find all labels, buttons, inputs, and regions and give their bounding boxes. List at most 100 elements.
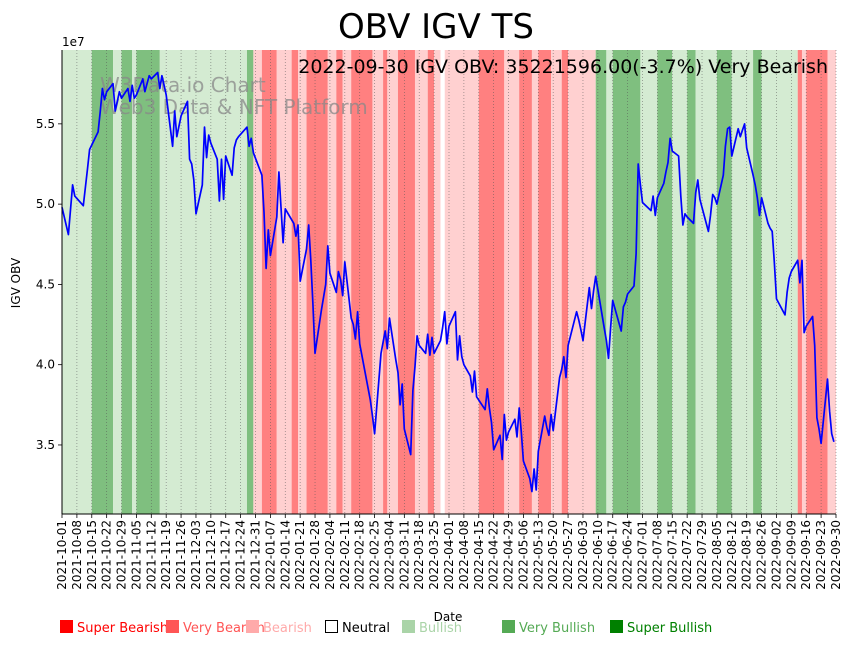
status-annotation: 2022-09-30 IGV OBV: 35221596.00(-3.7%) V… — [298, 56, 828, 78]
watermark-line1: W3Data.io Chart — [100, 73, 266, 97]
regime-band-bullish — [159, 50, 167, 514]
x-tick-label: 2022-08-12 — [725, 520, 739, 590]
regime-band-bearish — [276, 50, 292, 514]
x-tick-label: 2022-07-01 — [636, 520, 650, 590]
x-tick-label: 2021-10-22 — [100, 520, 114, 590]
regime-band-bearish — [551, 50, 562, 514]
x-tick-label: 2021-11-26 — [174, 520, 188, 590]
regime-band-bearish — [253, 50, 262, 514]
regime-band-very-bullish — [121, 50, 133, 514]
legend-item-bearish: Bearish — [246, 620, 312, 636]
x-tick-label: 2022-09-16 — [799, 520, 813, 590]
watermark: W3Data.io Chart Web3 Data & NFT Platform — [100, 73, 368, 119]
legend-item-bullish: Bullish — [402, 620, 462, 636]
legend-label: Bullish — [419, 621, 463, 636]
x-tick-label: 2022-03-18 — [412, 520, 426, 590]
y-axis-label: IGV OBV — [9, 257, 23, 308]
x-tick-label: 2022-05-20 — [546, 520, 560, 590]
x-tick-label: 2022-01-07 — [263, 520, 277, 590]
legend: Super Bearish Very Bearish Bearish Neutral B… — [60, 620, 850, 638]
y-tick-label: 5.0 — [36, 197, 55, 211]
regime-band-bullish — [672, 50, 688, 514]
x-tick-label: 2022-04-08 — [457, 520, 471, 590]
regime-band-bullish — [761, 50, 798, 514]
x-tick-label: 2022-06-17 — [606, 520, 620, 590]
x-tick-label: 2022-06-24 — [621, 520, 635, 590]
x-tick-label: 2022-02-25 — [368, 520, 382, 590]
y-scale-label: 1e7 — [62, 35, 85, 49]
x-tick-label: 2022-02-18 — [353, 520, 367, 590]
legend-label: Very Bullish — [519, 621, 596, 636]
x-tick-label: 2022-05-27 — [561, 520, 575, 590]
regime-band-very-bearish — [336, 50, 343, 514]
x-tick-label: 2022-01-21 — [293, 520, 307, 590]
x-tick-label: 2021-12-17 — [219, 520, 233, 590]
regime-band-bearish — [504, 50, 520, 514]
regime-band-very-bullish — [612, 50, 641, 514]
x-tick-label: 2022-05-13 — [531, 520, 545, 590]
x-tick-label: 2021-10-08 — [70, 520, 84, 590]
legend-swatch — [325, 620, 338, 633]
x-axis-ticks: 2021-10-01 2021-10-08 2021-10-15 2021-10-22… — [55, 514, 843, 590]
legend-item-super-bullish: Super Bullish — [610, 620, 712, 636]
x-tick-label: 2021-11-05 — [129, 520, 143, 590]
regime-band-bearish — [531, 50, 539, 514]
x-tick-label: 2022-04-15 — [472, 520, 486, 590]
regime-band-very-bearish — [383, 50, 388, 514]
regime-band-bearish — [434, 50, 441, 514]
x-tick-label: 2021-12-10 — [204, 520, 218, 590]
x-tick-label: 2022-08-26 — [755, 520, 769, 590]
x-tick-label: 2021-10-15 — [85, 520, 99, 590]
regime-bands — [62, 50, 836, 514]
regime-band-very-bearish — [806, 50, 828, 514]
x-tick-label: 2022-04-29 — [502, 520, 516, 590]
y-tick-label: 4.0 — [36, 358, 55, 372]
x-tick-label: 2022-09-02 — [769, 520, 783, 590]
x-tick-label: 2022-03-04 — [382, 520, 396, 590]
x-tick-label: 2021-10-01 — [55, 520, 69, 590]
x-tick-label: 2021-11-12 — [144, 520, 158, 590]
regime-band-neutral — [440, 50, 445, 514]
x-tick-label: 2022-01-28 — [308, 520, 322, 590]
x-tick-label: 2022-05-06 — [516, 520, 530, 590]
legend-label: Very Bearish — [183, 621, 265, 636]
x-tick-label: 2021-12-31 — [249, 520, 263, 590]
regime-band-very-bearish — [397, 50, 415, 514]
x-tick-label: 2021-10-29 — [115, 520, 129, 590]
legend-item-super-bearish: Super Bearish — [60, 620, 168, 636]
x-tick-label: 2022-08-19 — [740, 520, 754, 590]
regime-band-very-bullish — [595, 50, 607, 514]
legend-swatch — [402, 620, 415, 633]
x-tick-label: 2021-11-19 — [159, 520, 173, 590]
regime-band-bullish — [695, 50, 717, 514]
x-tick-label: 2022-03-25 — [427, 520, 441, 590]
x-tick-label: 2021-12-24 — [234, 520, 248, 590]
obv-series-line — [61, 71, 835, 493]
legend-item-neutral: Neutral — [325, 620, 390, 636]
x-tick-label: 2022-07-29 — [695, 520, 709, 590]
regime-band-very-bearish — [561, 50, 569, 514]
regime-band-very-bearish — [291, 50, 299, 514]
y-tick-label: 4.5 — [36, 277, 55, 291]
regime-band-bearish — [387, 50, 398, 514]
regime-band-bearish — [568, 50, 596, 514]
x-tick-label: 2022-07-15 — [665, 520, 679, 590]
x-tick-label: 2022-04-22 — [487, 520, 501, 590]
regime-band-bullish — [166, 50, 247, 514]
regime-band-bearish — [298, 50, 307, 514]
legend-item-very-bearish: Very Bearish — [166, 620, 265, 636]
legend-label: Super Bearish — [77, 621, 169, 636]
x-tick-label: 2022-01-14 — [278, 520, 292, 590]
regime-band-very-bullish — [687, 50, 696, 514]
regime-band-bearish — [414, 50, 428, 514]
regime-band-bearish — [801, 50, 807, 514]
x-tick-label: 2022-09-23 — [814, 520, 828, 590]
x-tick-label: 2022-02-04 — [323, 520, 337, 590]
regime-band-very-bearish — [261, 50, 277, 514]
x-tick-label: 2022-07-08 — [650, 520, 664, 590]
regime-band-very-bullish — [91, 50, 114, 514]
legend-label: Neutral — [342, 621, 390, 636]
legend-label: Super Bullish — [627, 621, 713, 636]
regime-band-bullish — [132, 50, 137, 514]
